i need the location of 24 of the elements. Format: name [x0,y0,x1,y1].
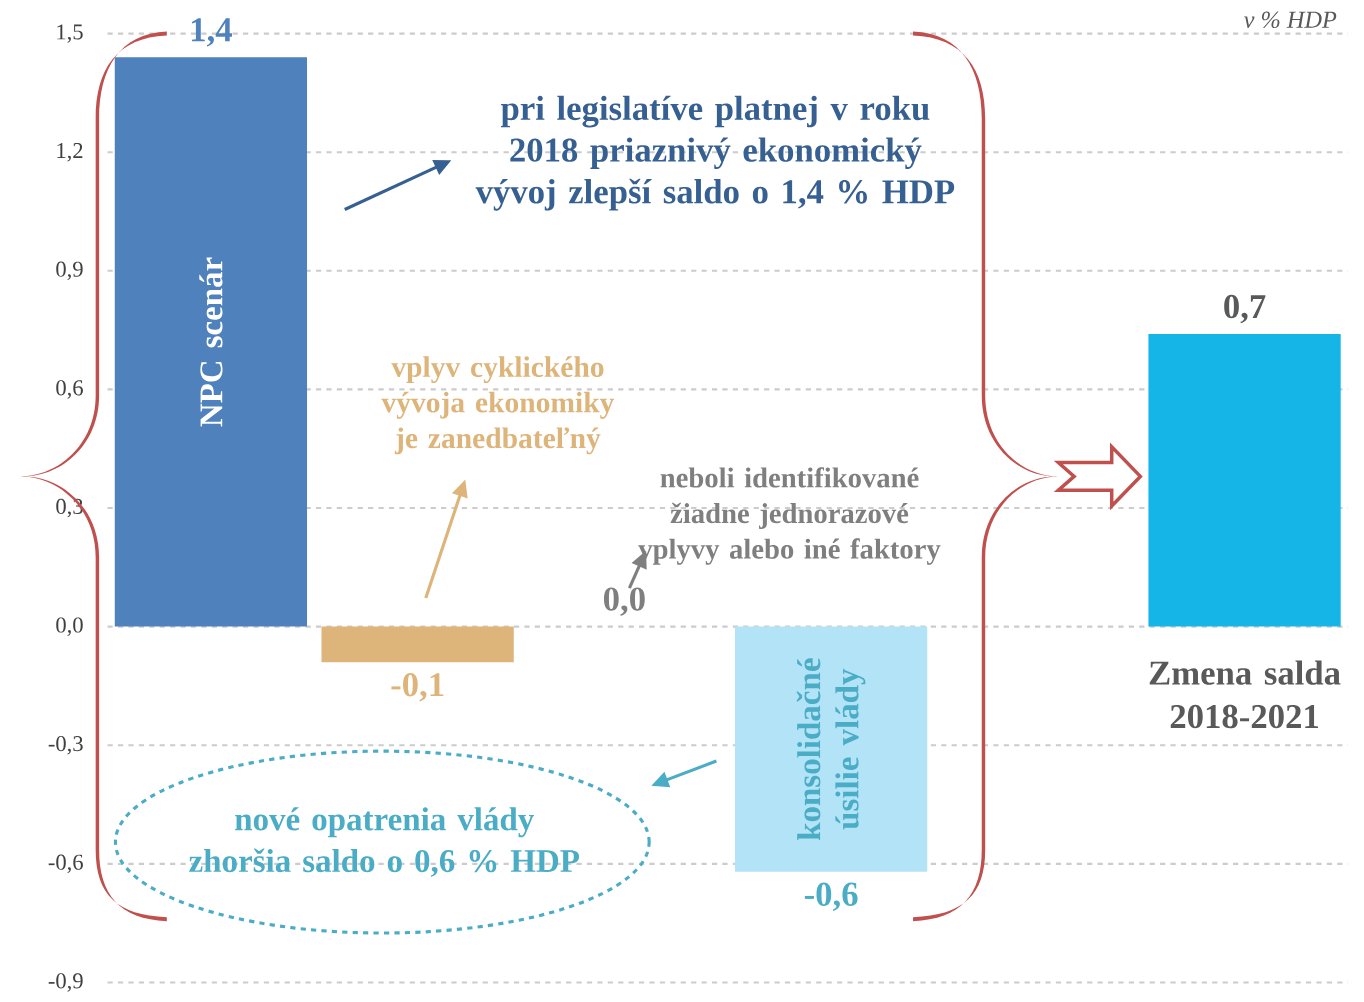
y-tick-label: 1,5 [57,24,83,43]
y-tick-label: -0,9 [48,973,83,992]
data-label: 0,0 [603,587,645,616]
x-tick-label: NPC scenár [199,257,223,427]
annotation: neboli identifikované žiadne jednorazové vplyvy alebo iné faktory [638,467,941,565]
annotation: vplyv cyklického vývoja ekonomiky je zanedbateľný [381,356,615,455]
y-tick-label: 0,6 [56,380,83,399]
x-tick-label: Zmena salda 2018-2021 [1149,660,1341,729]
bar [734,626,928,872]
text: v % HDP [1244,11,1337,28]
y-tick-label: 1,2 [57,142,83,162]
y-tick-label: 0,9 [56,261,83,280]
data-label: 1,4 [191,18,232,47]
y-tick-label: 0,0 [56,617,83,636]
data-label: -0,1 [391,672,444,702]
annotation: pri legislatíve platnej v roku 2018 priaznivý ekonomický vývoj zlepší saldo o 1,4 % HDP [475,95,955,211]
bar [1148,333,1341,627]
bar [321,626,514,663]
x-tick-label: konsolidačné úsilie vlády [796,658,866,840]
data-label: -0,6 [804,882,858,911]
data-label: 0,7 [1224,294,1266,324]
y-tick-label: -0,6 [48,854,83,873]
annotation: nové opatrenia vlády zhoršia saldo o 0,6 % HDP [189,807,580,877]
y-tick-label: -0,3 [48,735,83,755]
